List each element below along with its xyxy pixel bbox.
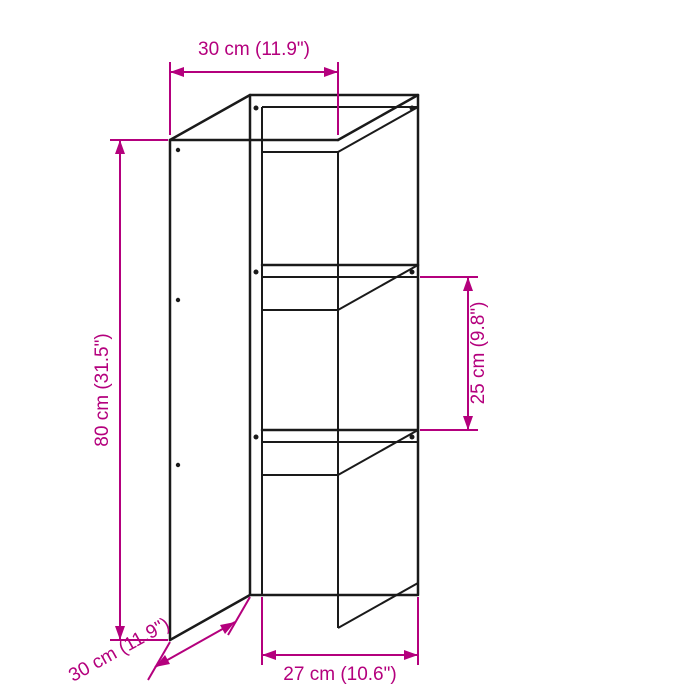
- diagram-stage: 30 cm (11.9") 80 cm (31.5") 25 cm (9.8"): [0, 0, 700, 700]
- dim-shelf-gap: 25 cm (9.8"): [420, 277, 489, 430]
- dim-top-width: 30 cm (11.9"): [170, 39, 338, 135]
- dim-height-label: 80 cm (31.5"): [92, 333, 113, 446]
- shelf-2: [262, 430, 418, 475]
- shelf-1: [262, 265, 418, 310]
- dim-shelf-gap-label: 25 cm (9.8"): [468, 302, 489, 405]
- dimensions: 30 cm (11.9") 80 cm (31.5") 25 cm (9.8"): [65, 39, 489, 687]
- dim-front-width: 27 cm (10.6"): [262, 597, 418, 685]
- dim-front-width-label: 27 cm (10.6"): [283, 664, 396, 685]
- dim-height: 80 cm (31.5"): [92, 140, 168, 640]
- bookshelf: [170, 95, 418, 640]
- dim-top-width-label: 30 cm (11.9"): [198, 39, 310, 60]
- diagram-svg: 30 cm (11.9") 80 cm (31.5") 25 cm (9.8"): [0, 0, 700, 700]
